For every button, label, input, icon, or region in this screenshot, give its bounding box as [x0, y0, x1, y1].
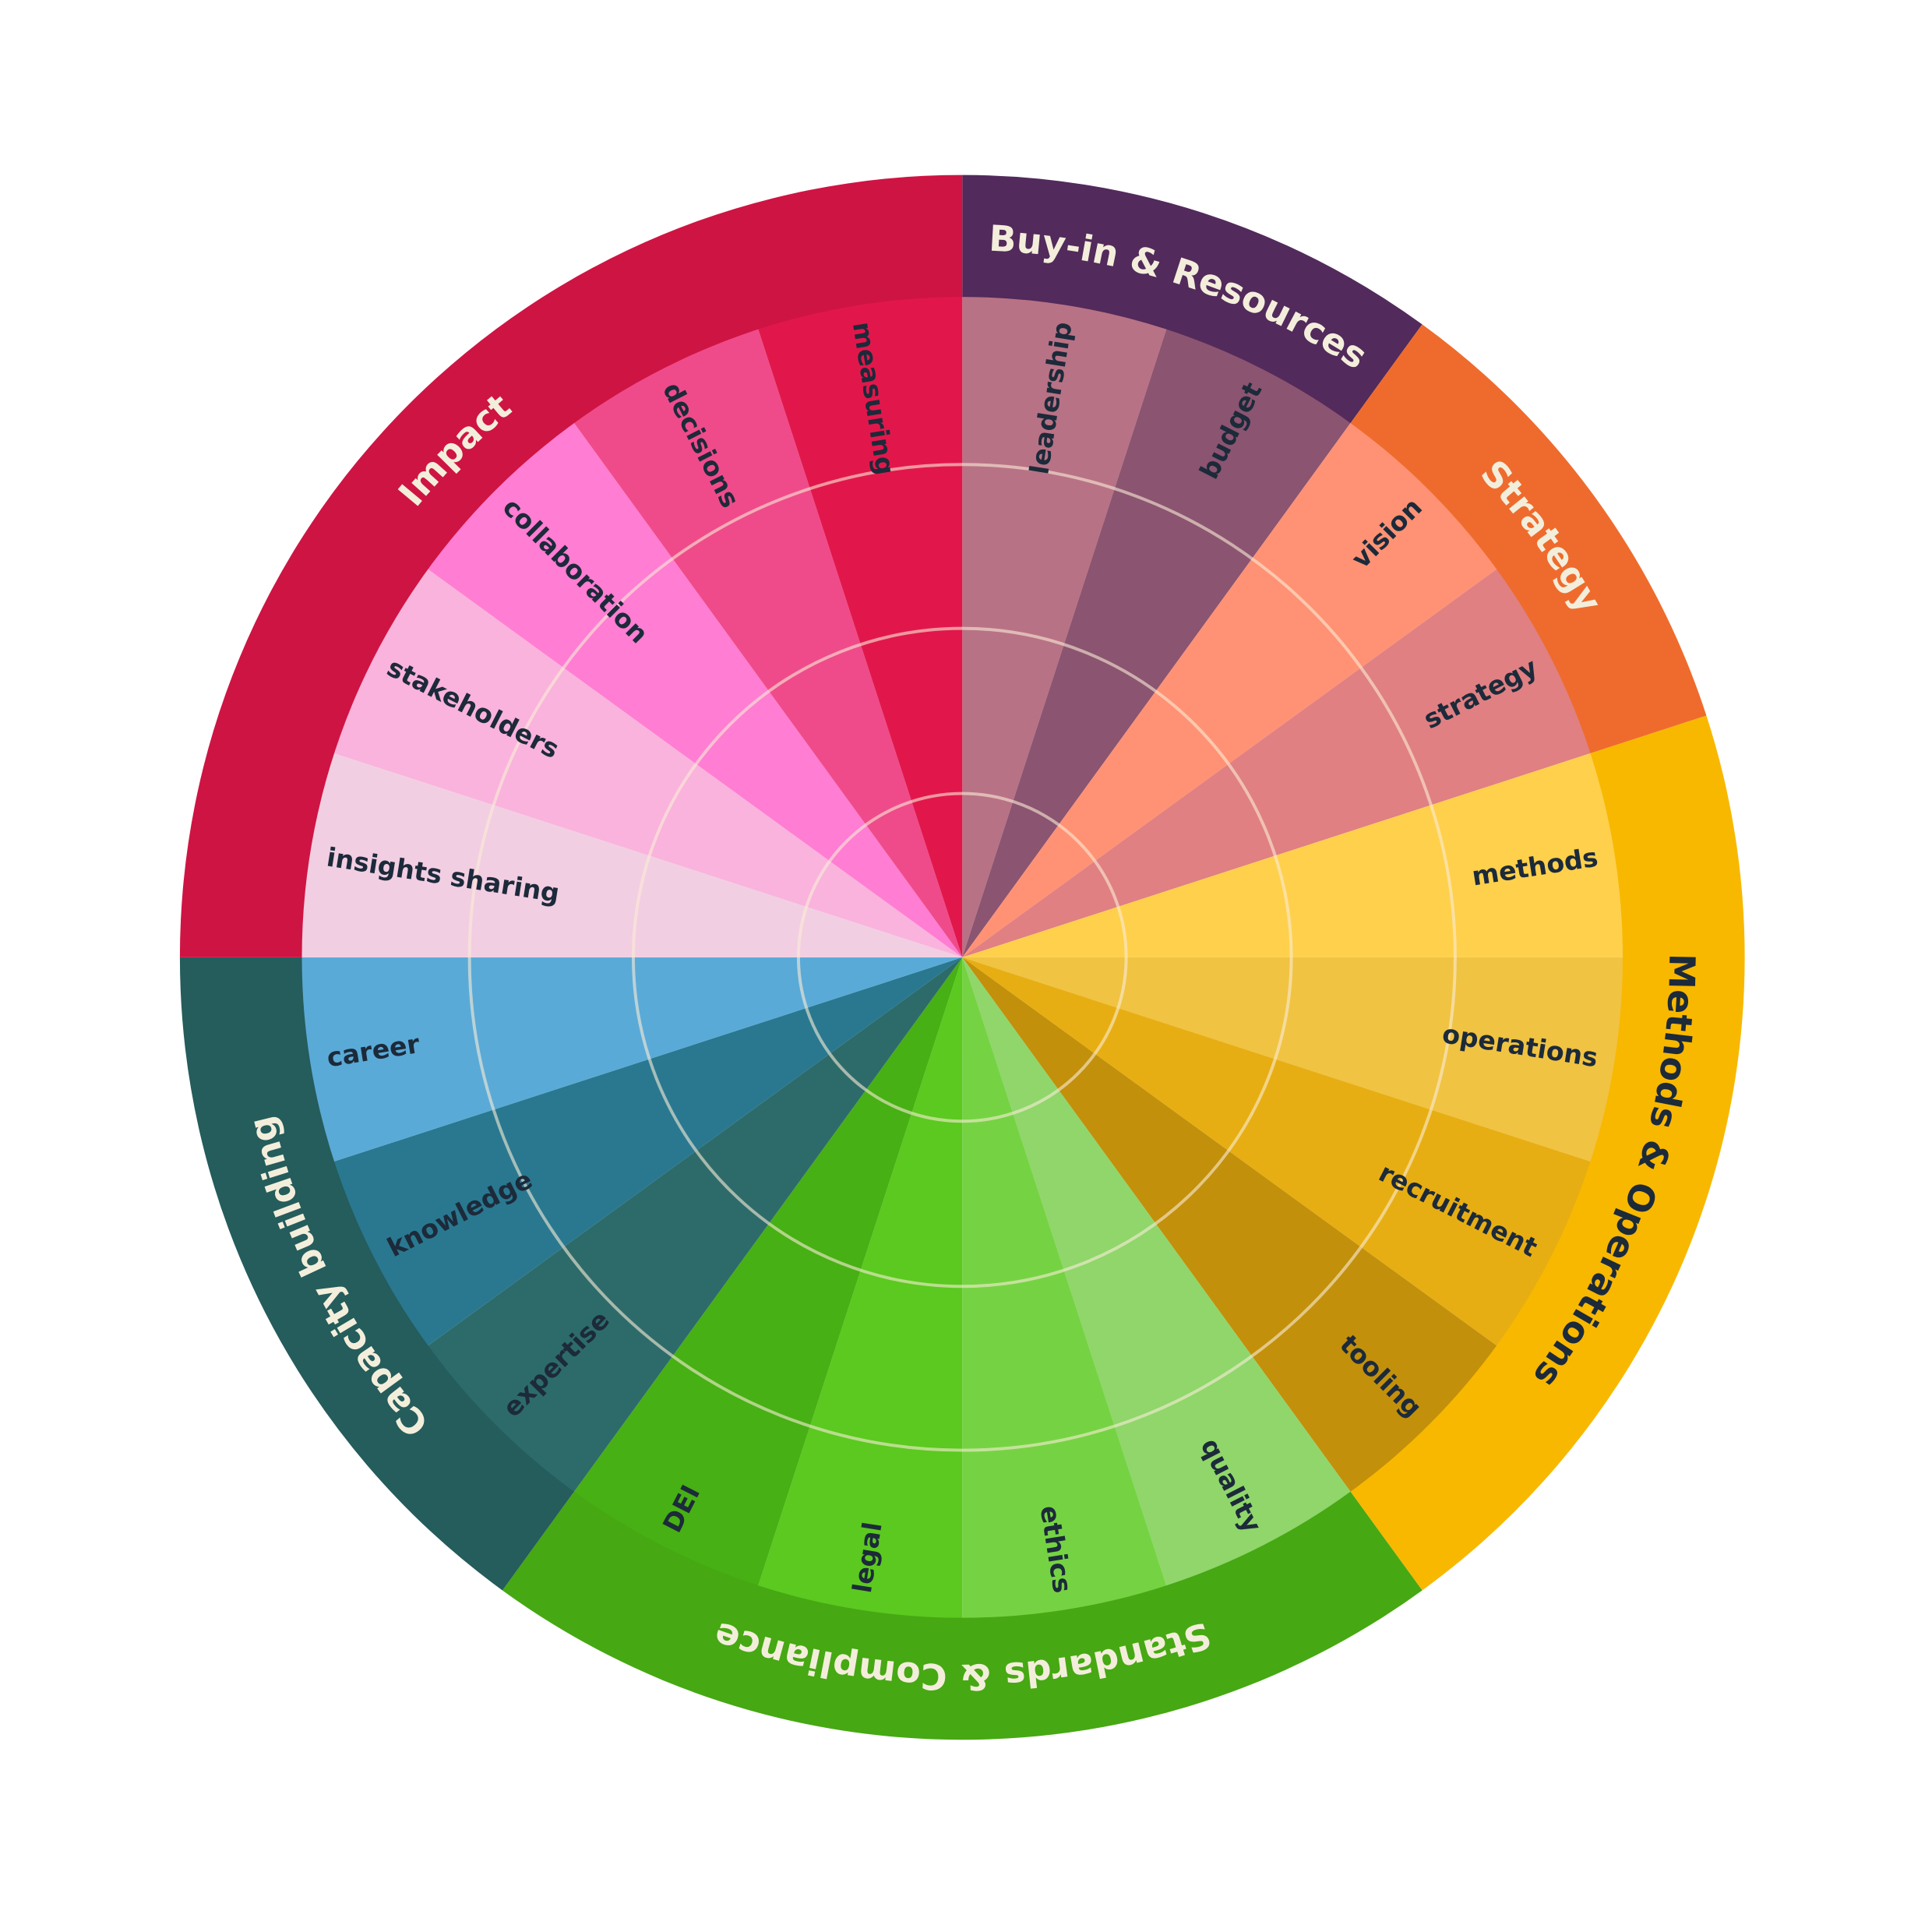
category-segment	[179, 957, 574, 1591]
item-sector	[962, 957, 1592, 1347]
item-sector	[427, 957, 963, 1493]
item-sector	[300, 753, 963, 957]
item-sector	[962, 957, 1167, 1620]
item-sector	[427, 421, 963, 957]
item-sector	[333, 568, 963, 957]
category-segment	[962, 175, 1423, 424]
category-segment	[179, 175, 963, 957]
item-sector	[962, 421, 1498, 957]
item-sector	[757, 295, 963, 957]
grid-ring	[467, 463, 1457, 1452]
grid-ring	[631, 626, 1293, 1289]
item-sector	[962, 328, 1352, 957]
grid-rings	[467, 463, 1457, 1452]
item-sector	[573, 328, 963, 957]
category-segment	[1350, 324, 1707, 753]
category-ring	[179, 175, 1745, 1740]
item-sector	[962, 957, 1352, 1587]
item-sector	[573, 957, 963, 1587]
item-sector	[962, 568, 1592, 957]
grid-ring	[796, 791, 1128, 1123]
item-sector	[333, 957, 963, 1347]
item-sector	[757, 957, 963, 1620]
item-sector	[962, 957, 1624, 1162]
item-sector	[962, 753, 1624, 957]
category-segment	[1350, 715, 1745, 1591]
item-sectors	[300, 295, 1624, 1620]
category-segment	[502, 1491, 1423, 1740]
item-sector	[962, 295, 1167, 957]
item-sector	[962, 957, 1498, 1493]
item-sector	[300, 957, 963, 1162]
